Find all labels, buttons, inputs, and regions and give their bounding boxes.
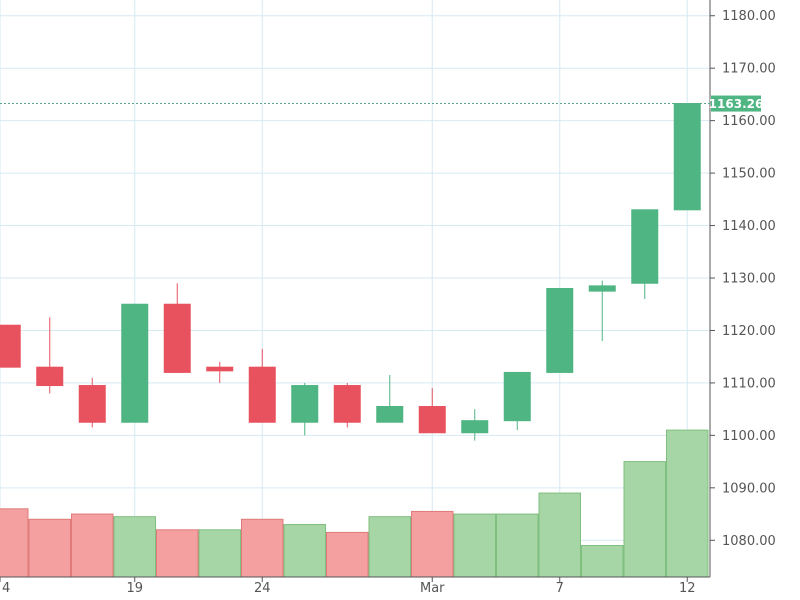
last-price-tag: [711, 95, 761, 112]
y-tick-label: 1160.00: [722, 114, 776, 129]
volume-bar: [666, 429, 709, 578]
volume-bar: [283, 524, 326, 578]
y-tick-label: 1130.00: [722, 272, 776, 287]
candle-body: [503, 371, 531, 422]
candle-body: [418, 406, 446, 434]
x-tick-label: 19: [126, 581, 143, 596]
y-tick-label: 1180.00: [722, 9, 776, 24]
candle-body: [631, 209, 659, 284]
y-tick-label: 1150.00: [722, 167, 776, 182]
volume-bar: [71, 513, 114, 578]
x-tick-label: Mar: [420, 581, 445, 596]
candle-body: [546, 288, 574, 373]
y-tick-label: 1080.00: [722, 534, 776, 549]
y-tick-label: 1170.00: [722, 62, 776, 77]
y-tick-label: 1120.00: [722, 324, 776, 339]
volume-bar: [326, 531, 369, 578]
x-tick-label: 4: [2, 581, 10, 596]
volume-bar: [368, 516, 411, 578]
x-tick-label: 12: [679, 581, 696, 596]
candle-body: [206, 366, 234, 372]
volume-bar: [113, 516, 156, 578]
candle-body: [376, 406, 404, 423]
candle-body: [78, 385, 106, 423]
y-tick-label: 1110.00: [722, 376, 776, 391]
price-candles: [0, 103, 701, 441]
volume-bar: [411, 510, 454, 578]
volume-bar: [0, 508, 29, 578]
candle-body: [333, 385, 361, 423]
x-tick-label: 7: [556, 581, 564, 596]
candle-body: [588, 285, 616, 292]
y-tick-label: 1090.00: [722, 481, 776, 496]
last-price-label: 1163.26: [709, 97, 764, 111]
candle-body: [0, 324, 21, 368]
volume-bar: [198, 529, 241, 578]
volume-bar: [453, 513, 496, 578]
candle-body: [248, 366, 276, 423]
volume-bar: [623, 461, 666, 578]
volume-bar: [496, 513, 539, 578]
candle-body: [163, 303, 191, 373]
volume-bar: [156, 529, 199, 578]
x-tick-label: 24: [254, 581, 271, 596]
y-tick-label: 1140.00: [722, 219, 776, 234]
last-price-indicator: 1163.26: [0, 95, 764, 112]
volume-bar: [28, 518, 71, 578]
volume-bar: [581, 545, 624, 578]
candle-body: [121, 303, 149, 423]
volume-bar: [241, 518, 284, 578]
candle-body: [291, 385, 319, 423]
volume-bars: [0, 429, 709, 578]
volume-bar: [538, 492, 581, 578]
grid-lines: [0, 0, 710, 577]
candle-body: [461, 420, 489, 434]
candle-body: [673, 103, 701, 211]
candle-body: [36, 366, 64, 387]
axes: 1080.00 1090.00 1100.00 1110.00 1120.00 1130.…: [0, 0, 776, 596]
y-tick-label: 1100.00: [722, 429, 776, 444]
